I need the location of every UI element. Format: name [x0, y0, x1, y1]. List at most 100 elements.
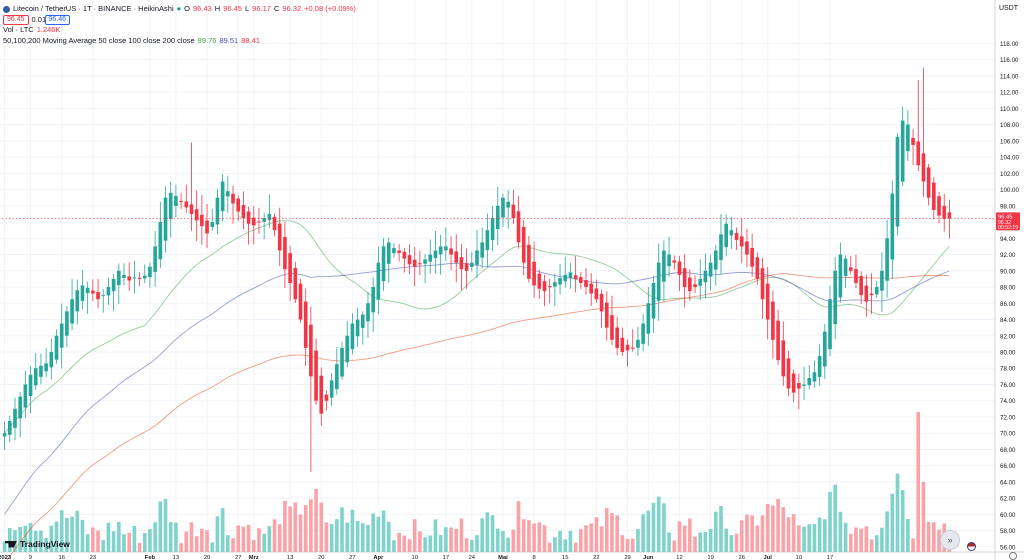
candle-body [153, 246, 157, 272]
tradingview-logo[interactable]: TradingView [5, 539, 70, 549]
candle-body [641, 323, 645, 344]
candle-body [96, 292, 100, 300]
volume-bar [49, 525, 54, 552]
x-tick-label: 13 [287, 555, 293, 560]
volume-label[interactable]: Vol · LTC [3, 25, 34, 35]
y-tick-label: 62.00 [1000, 496, 1016, 503]
currency-unit[interactable]: USDT [998, 5, 1018, 12]
volume-bar [900, 490, 905, 552]
x-tick-label: 12 [676, 555, 682, 560]
candle-body [241, 205, 246, 219]
volume-bar [91, 527, 95, 552]
candle-body [573, 275, 578, 279]
volume-bar [33, 530, 38, 552]
volume-bar [828, 491, 832, 552]
y-tick-label: 114.00 [1000, 73, 1019, 80]
volume-bar [485, 512, 490, 552]
y-tick-label: 106.00 [1000, 138, 1019, 145]
x-tick-label: Jul [764, 555, 773, 560]
volume-bar [547, 542, 552, 552]
x-tick-label: 20 [318, 555, 324, 560]
volume-bar [688, 518, 692, 552]
candle-body [158, 222, 163, 260]
spread-value: 0.01 [31, 14, 47, 24]
candle-body [360, 314, 365, 328]
volume-bar [39, 530, 43, 552]
candle-body [2, 433, 7, 437]
price-axis: 56.00 58.00 60.00 62.00 64.00 66.00 68.00 70.00… [1000, 41, 1019, 551]
volume-bar [298, 514, 303, 552]
candle-body [412, 259, 417, 267]
volume-bar [168, 522, 173, 552]
volume-bar [760, 515, 765, 552]
volume-bar [65, 517, 69, 552]
clock-icon[interactable] [1009, 552, 1017, 560]
volume-bar [272, 519, 277, 552]
volume-bar [215, 516, 220, 552]
ma200-value: 88.41 [241, 35, 261, 45]
ma-label[interactable]: 50,100,200 Moving Average 50 close 100 c… [3, 35, 195, 45]
volume-bar [246, 524, 251, 552]
candle-body [54, 335, 59, 360]
volume-bar [257, 528, 261, 552]
candle-body [148, 266, 152, 278]
y-tick-label: 104.00 [1000, 155, 1019, 162]
volume-bar [111, 531, 116, 552]
candle-body [7, 421, 12, 435]
volume-bar [80, 519, 85, 552]
candle-body [469, 262, 474, 267]
volume-bar [745, 514, 749, 552]
volume-bar [822, 519, 827, 552]
volume-bar [137, 542, 142, 552]
volume-bar [444, 527, 448, 552]
candle-body [59, 323, 64, 348]
volume-bar [355, 520, 360, 552]
volume-bar [179, 543, 183, 552]
candle-body [932, 182, 936, 210]
candle-body [13, 408, 17, 428]
volume-bar [75, 510, 80, 552]
candle-body [817, 356, 822, 377]
sell-price-button[interactable]: 96.45 [3, 14, 29, 25]
candle-body [838, 254, 843, 298]
candle-body [251, 217, 256, 226]
candle-body [890, 193, 895, 260]
candle-body [693, 284, 697, 288]
y-tick-label: 68.00 [1000, 447, 1016, 454]
volume-bar [630, 538, 635, 552]
candle-body [262, 218, 266, 222]
volume-bar [604, 508, 609, 552]
candle-body [355, 319, 360, 337]
x-tick-label: 17 [827, 555, 833, 560]
y-tick-label: 72.00 [1000, 414, 1016, 421]
candle-body [236, 198, 241, 212]
volume-bar [791, 514, 796, 552]
y-tick-label: 78.00 [1000, 366, 1016, 373]
volume-bar [921, 482, 926, 552]
symbol-title[interactable]: Litecoin / TetherUS · 1T · BINANCE · Hei… [13, 4, 174, 14]
volume-bar [189, 522, 194, 552]
volume-bar [163, 499, 168, 552]
volume-bar [293, 502, 298, 552]
candle-body [620, 337, 625, 352]
x-tick-label: 26 [739, 555, 745, 560]
candle-body [791, 373, 796, 393]
volume-bar [314, 489, 318, 552]
us-flag-icon[interactable] [967, 542, 976, 551]
candle-body [594, 288, 599, 300]
volume-bar [44, 537, 48, 552]
buy-price-button[interactable]: 96.46 [44, 14, 71, 25]
candle-body [49, 352, 54, 368]
candle-body [656, 262, 661, 301]
volume-bar [864, 526, 869, 552]
candle-body [812, 372, 817, 382]
volume-bar [277, 524, 282, 552]
volume-bar [340, 507, 344, 552]
candle-body [423, 259, 427, 264]
y-tick-label: 116.00 [1000, 57, 1019, 64]
candle-body [786, 358, 791, 389]
scroll-to-realtime-button[interactable]: » [940, 530, 960, 550]
candle-body [163, 197, 168, 241]
candle-body [521, 226, 526, 263]
